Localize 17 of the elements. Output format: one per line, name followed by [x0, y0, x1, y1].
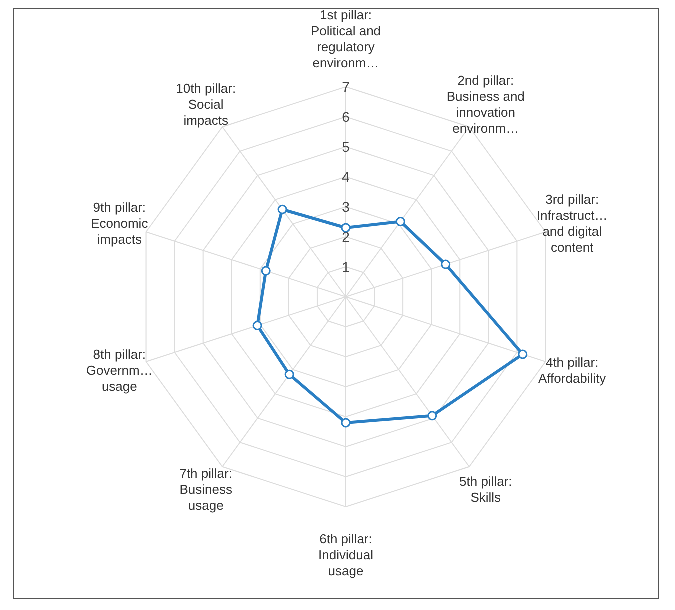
spoke-label: 10th pillar: Social impacts — [176, 81, 236, 128]
spoke-label: 6th pillar: Individual usage — [318, 532, 374, 579]
spoke-label: 3rd pillar: Infrastruct… and digital content — [536, 192, 608, 256]
spoke-label: 4th pillar: Affordability — [538, 355, 607, 386]
spoke-label: 8th pillar: Governm… usage — [86, 347, 153, 394]
spoke-label: 1st pillar: Political and regulatory environm… — [310, 8, 382, 71]
y-tick-label: 2 — [342, 228, 350, 245]
spoke-label: 9th pillar: Economic impacts — [91, 200, 149, 248]
y-tick-label: 5 — [342, 138, 350, 155]
y-tick-label: 6 — [342, 108, 350, 125]
spoke-label: 5th pillar: Skills — [460, 474, 512, 506]
spoke-label: 7th pillar: Business usage — [180, 466, 233, 514]
y-tick-label: 1 — [342, 258, 350, 275]
y-tick-label: 3 — [342, 198, 350, 215]
spoke-label: 2nd pillar: Business and innovation environm… — [446, 73, 525, 136]
y-tick-label: 4 — [342, 168, 350, 185]
y-tick-label: 7 — [342, 78, 350, 95]
